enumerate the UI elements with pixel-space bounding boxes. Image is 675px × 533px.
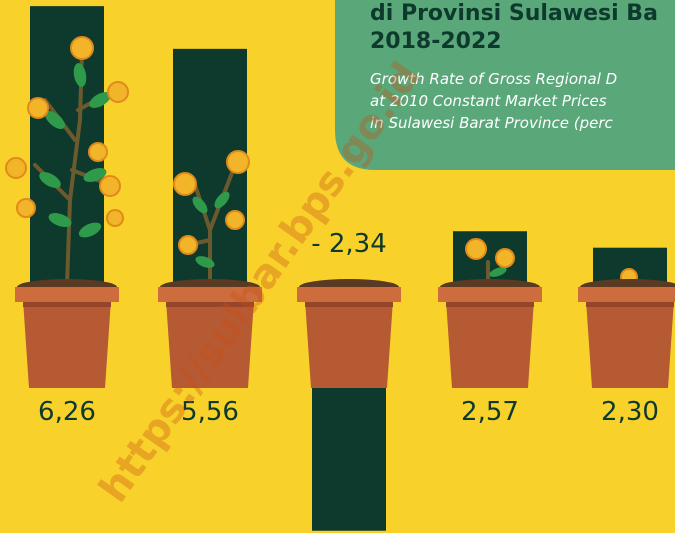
plants bbox=[5, 36, 638, 287]
pot-rim bbox=[15, 287, 119, 302]
pot-body bbox=[23, 300, 111, 388]
pot-rim bbox=[158, 287, 262, 302]
pot-shadow bbox=[166, 302, 254, 307]
value-label: 2,30 bbox=[601, 397, 659, 427]
chart-title: 2018-2022 bbox=[370, 29, 502, 54]
pot-body bbox=[166, 300, 254, 388]
value-label: 5,56 bbox=[181, 397, 239, 427]
chart-subtitle: Growth Rate of Gross Regional D bbox=[370, 70, 617, 88]
pot-rim bbox=[578, 287, 675, 302]
chart-title: di Provinsi Sulawesi Ba bbox=[370, 1, 658, 26]
pot-shadow bbox=[446, 302, 534, 307]
value-label: - 2,34 bbox=[311, 229, 387, 259]
labels: 6,26 5,56 - 2,34 2,57 2,30 bbox=[38, 229, 659, 427]
value-label: 2,57 bbox=[461, 397, 519, 427]
pot-rim bbox=[297, 287, 401, 302]
title-panel bbox=[335, 0, 675, 170]
chart-subtitle: in Sulawesi Barat Province (perc bbox=[370, 114, 614, 132]
pots bbox=[15, 279, 675, 388]
pot-body bbox=[586, 300, 674, 388]
bar bbox=[312, 388, 386, 531]
pot-shadow bbox=[305, 302, 393, 307]
pot-body bbox=[305, 300, 393, 388]
pot-shadow bbox=[586, 302, 674, 307]
pot-body bbox=[446, 300, 534, 388]
chart-subtitle: at 2010 Constant Market Prices bbox=[370, 92, 607, 110]
pot-rim bbox=[438, 287, 542, 302]
value-label: 6,26 bbox=[38, 397, 96, 427]
pot-shadow bbox=[23, 302, 111, 307]
